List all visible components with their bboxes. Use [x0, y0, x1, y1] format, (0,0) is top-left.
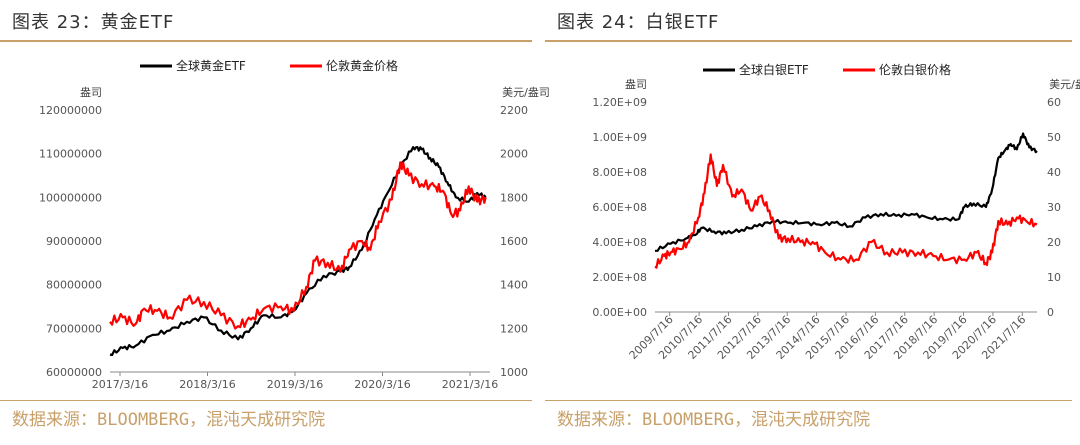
left-axis-tick-label: 1.00E+09 — [592, 131, 647, 144]
right-axis-tick-label: 50 — [1047, 131, 1061, 144]
right-axis-tick-label: 0 — [1047, 306, 1054, 319]
left-axis-tick-label: 60000000 — [46, 366, 102, 379]
right-axis-tick-label: 2200 — [500, 104, 528, 117]
chart-title: 图表 24：白银ETF — [557, 12, 720, 33]
silver-etf-panel: 图表 24：白银ETF 0.00E+00 2.00E+08 4.00E+08 6.00… — [545, 0, 1080, 445]
x-axis-tick-label: 2021/3/16 — [442, 378, 498, 391]
left-axis-tick-label: 2.00E+08 — [592, 271, 647, 284]
left-axis-tick-label: 1.20E+09 — [592, 96, 647, 109]
right-axis-tick-label: 30 — [1047, 201, 1061, 214]
right-axis-tick-label: 40 — [1047, 166, 1061, 179]
right-axis-tick-label: 10 — [1047, 271, 1061, 284]
right-axis-tick-label: 1400 — [500, 279, 528, 292]
x-axis-tick-label: 2017/3/16 — [92, 378, 148, 391]
right-axis-unit: 美元/盎司 — [502, 85, 550, 99]
legend-label: 全球白银ETF — [739, 62, 809, 77]
left-axis-unit: 盎司 — [625, 77, 647, 91]
title-divider — [545, 40, 1072, 42]
left-axis-tick-label: 100000000 — [39, 191, 102, 204]
gold-etf-panel: 图表 23：黄金ETF 60000000 70000000 80000000 9000… — [0, 12, 550, 430]
series-line — [655, 132, 1038, 252]
source-note: 数据来源：BLOOMBERG，混沌天成研究院 — [12, 410, 326, 430]
legend-label: 全球黄金ETF — [176, 58, 246, 73]
chart-title: 图表 23：黄金ETF — [12, 12, 175, 33]
gold-etf-chart: 60000000 70000000 80000000 90000000 10000000… — [39, 58, 550, 391]
right-axis-tick-label: 1200 — [500, 322, 528, 335]
right-axis-tick-label: 1600 — [500, 235, 528, 248]
left-axis-tick-label: 4.00E+08 — [592, 236, 647, 249]
left-axis-tick-label: 120000000 — [39, 104, 102, 117]
left-axis-tick-label: 90000000 — [46, 235, 102, 248]
right-axis-tick-label: 1000 — [500, 366, 528, 379]
series-line — [109, 161, 487, 330]
x-axis-tick-label: 2019/3/16 — [267, 378, 323, 391]
left-axis-unit: 盎司 — [80, 85, 102, 99]
source-note: 数据来源：BLOOMBERG，混沌天成研究院 — [557, 410, 871, 430]
left-axis-tick-label: 8.00E+08 — [592, 166, 647, 179]
silver-etf-chart: 0.00E+00 2.00E+08 4.00E+08 6.00E+08 8.00E+08… — [592, 62, 1080, 362]
right-axis-unit: 美元/盎司 — [1049, 77, 1080, 91]
right-axis-tick-label: 2000 — [500, 148, 528, 161]
left-axis-tick-label: 80000000 — [46, 279, 102, 292]
x-axis-tick-label: 2020/3/16 — [354, 378, 410, 391]
left-axis-tick-label: 0.00E+00 — [592, 306, 647, 319]
right-axis-tick-label: 20 — [1047, 236, 1061, 249]
source-divider — [545, 400, 1072, 401]
series-line — [654, 153, 1038, 269]
left-axis-tick-label: 70000000 — [46, 322, 102, 335]
left-axis-tick-label: 110000000 — [39, 148, 102, 161]
legend-label: 伦敦黄金价格 — [326, 58, 398, 73]
series-line — [109, 146, 487, 357]
x-axis-tick-label: 2018/3/16 — [179, 378, 235, 391]
source-divider — [0, 400, 532, 401]
left-axis-tick-label: 6.00E+08 — [592, 201, 647, 214]
title-divider — [0, 40, 532, 42]
right-axis-tick-label: 60 — [1047, 96, 1061, 109]
legend-label: 伦敦白银价格 — [879, 62, 951, 77]
right-axis-tick-label: 1800 — [500, 191, 528, 204]
